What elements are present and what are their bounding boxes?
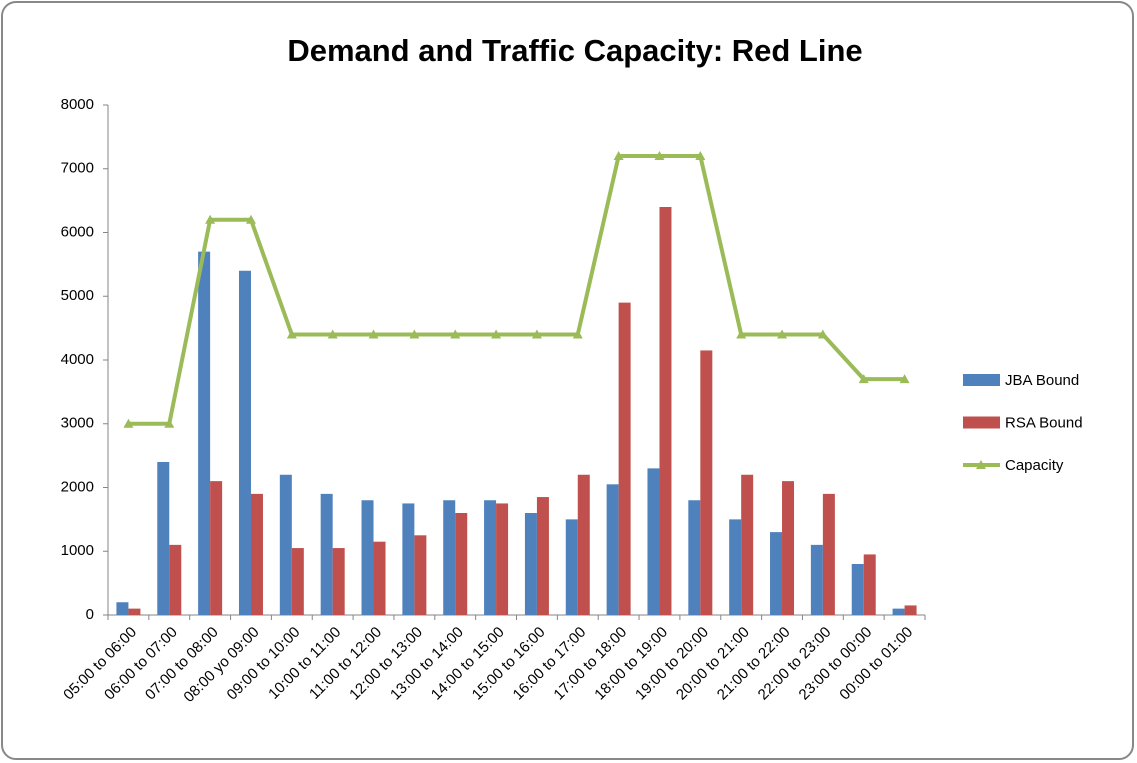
y-tick-label: 0 [86,606,94,623]
line-marker [245,214,256,224]
legend-swatch [963,416,1000,429]
bar [659,207,672,615]
bar [851,564,864,615]
bar [863,554,876,615]
line-marker [531,329,542,339]
bar [782,481,795,615]
bar [536,497,549,615]
legend-swatch [963,374,1000,386]
line-marker [858,374,869,384]
bar [169,544,182,615]
bar [688,500,701,615]
y-tick-label: 1000 [61,542,94,559]
bar [647,468,660,615]
line-marker [368,329,379,339]
bar [250,493,263,615]
bar [618,302,631,615]
line-marker [899,374,910,384]
bar [524,513,537,615]
bar [291,548,304,615]
line-marker [123,418,134,428]
bar [729,519,742,615]
legend-label: RSA Bound [1005,414,1083,431]
line-marker [164,418,175,428]
legend-label: JBA Bound [1005,372,1079,389]
bar [414,535,427,615]
bar [320,493,333,615]
bar [455,513,468,615]
y-tick-label: 8000 [61,96,94,113]
line-marker [572,329,583,339]
bar [210,481,223,615]
line-marker [409,329,420,339]
bar [443,500,456,615]
y-tick-label: 3000 [61,415,94,432]
bar [565,519,578,615]
line-marker [327,329,338,339]
line-marker [777,329,788,339]
line-marker [695,151,706,160]
bar [810,544,823,615]
legend-marker [976,460,986,469]
bar [770,532,783,615]
chart-title: Demand and Traffic Capacity: Red Line [287,33,862,68]
line-marker [736,329,747,339]
bar [741,474,754,615]
bar [700,350,713,615]
bar [238,270,251,615]
y-tick-label: 2000 [61,478,94,495]
line-marker [286,329,297,339]
bar [279,474,292,615]
bar [116,602,129,615]
y-tick-label: 6000 [61,223,94,240]
bar [577,474,590,615]
bar [332,548,345,615]
line-marker [205,214,216,224]
bar [198,251,211,615]
bar [157,462,170,615]
bar [373,541,386,615]
line-marker [654,151,665,160]
y-tick-label: 7000 [61,160,94,177]
bar [606,484,619,615]
bar [128,608,141,615]
line-marker [817,329,828,339]
bar [822,493,835,615]
line-marker [613,151,624,160]
bar [361,500,374,615]
bar [904,605,917,615]
y-tick-label: 5000 [61,287,94,304]
bar [496,503,509,615]
bar [892,608,905,615]
capacity-line [128,154,905,426]
legend-label: Capacity [1005,457,1064,474]
bar [484,500,497,615]
line-marker [491,329,502,339]
bar [402,503,415,615]
line-marker [450,329,461,339]
y-tick-label: 4000 [61,351,94,368]
